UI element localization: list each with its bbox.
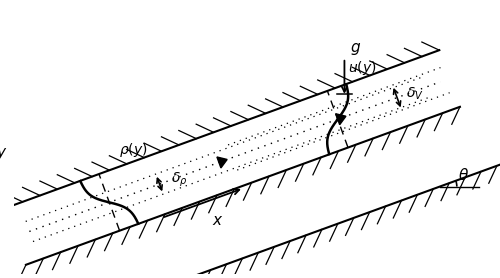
Text: g: g <box>350 40 360 55</box>
Text: $u(y)$: $u(y)$ <box>348 59 377 77</box>
Text: $\delta_\rho$: $\delta_\rho$ <box>171 171 188 189</box>
Polygon shape <box>336 114 346 125</box>
Text: $\theta$: $\theta$ <box>458 167 469 183</box>
Text: $\delta_V$: $\delta_V$ <box>406 86 424 103</box>
Polygon shape <box>217 157 227 168</box>
Text: x: x <box>212 214 222 229</box>
Text: $\rho(y)$: $\rho(y)$ <box>120 141 148 159</box>
Text: y: y <box>0 145 5 160</box>
